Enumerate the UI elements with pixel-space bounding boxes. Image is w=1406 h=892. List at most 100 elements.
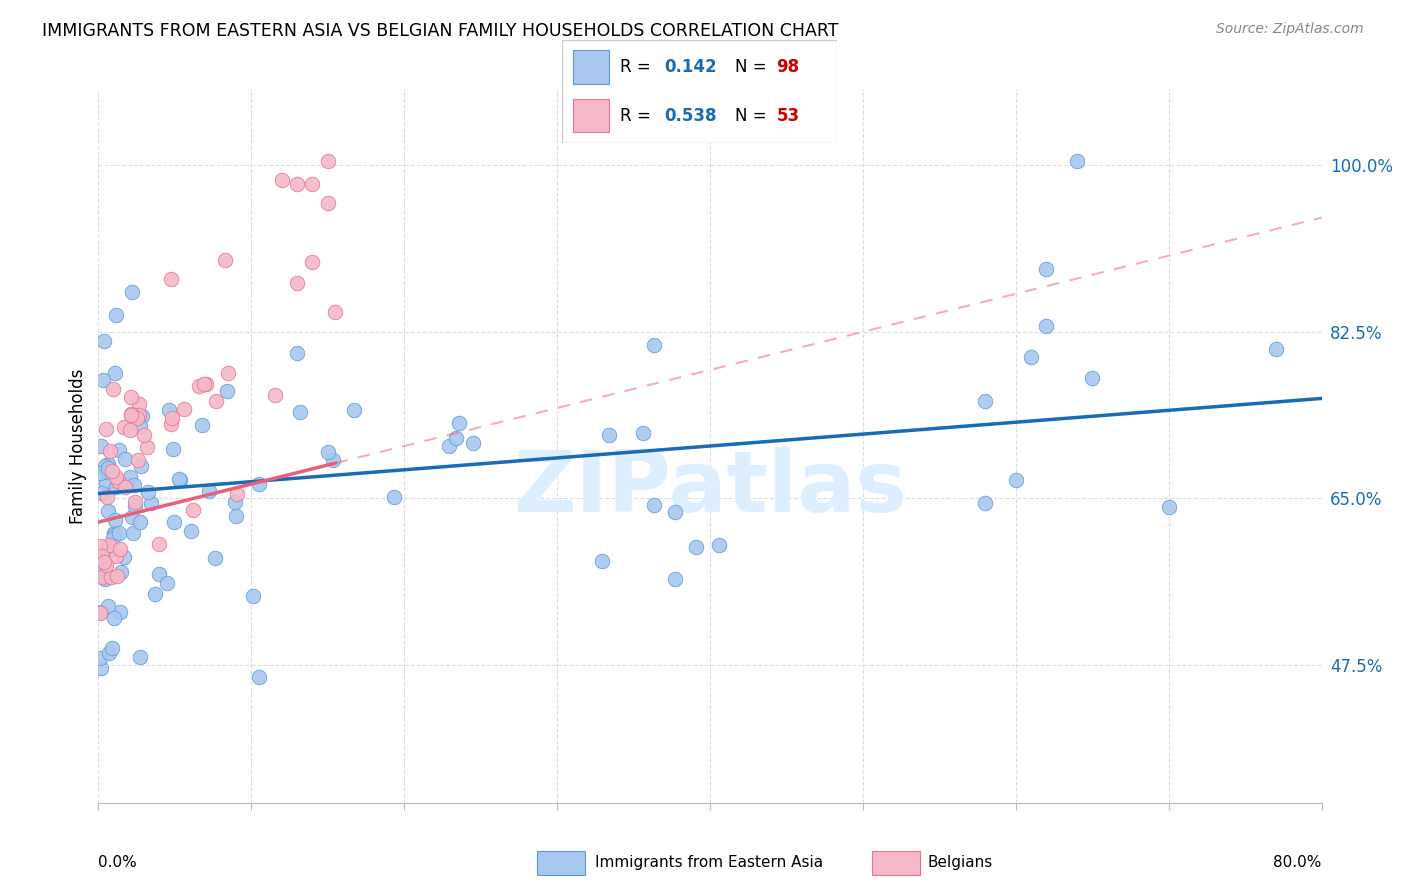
Point [104, 513, 127, 527]
Text: ZIPatlas: ZIPatlas [513, 447, 907, 531]
Point [103, 611, 125, 625]
Point [114, 480, 136, 494]
Text: 98: 98 [776, 58, 800, 76]
Point [449, 417, 471, 431]
Point [124, 500, 146, 514]
Point [104, 480, 127, 494]
Point [263, 388, 285, 402]
Point [90, 660, 112, 674]
Point [101, 531, 124, 545]
Point [1066, 153, 1088, 168]
Point [96, 490, 118, 504]
Point [439, 439, 461, 453]
Text: Immigrants from Eastern Asia: Immigrants from Eastern Asia [595, 855, 823, 870]
Point [97, 503, 120, 517]
Point [214, 253, 236, 268]
Text: Belgians: Belgians [928, 855, 993, 870]
Point [1264, 342, 1286, 356]
Point [107, 525, 129, 540]
Point [93, 555, 115, 569]
Point [101, 640, 124, 655]
Point [285, 345, 308, 359]
Point [127, 453, 149, 467]
Point [148, 566, 170, 581]
Point [93, 334, 115, 348]
Point [101, 382, 124, 396]
Point [97, 542, 120, 557]
Point [91, 373, 114, 387]
Point [97, 599, 120, 614]
Point [169, 472, 191, 486]
Point [98, 647, 121, 661]
Point [89, 650, 111, 665]
Point [242, 589, 264, 603]
Point [124, 478, 146, 492]
Point [124, 495, 146, 509]
FancyBboxPatch shape [562, 40, 837, 143]
Point [104, 366, 127, 380]
Point [105, 569, 128, 583]
Text: Source: ZipAtlas.com: Source: ZipAtlas.com [1216, 22, 1364, 37]
FancyBboxPatch shape [574, 99, 609, 132]
Point [120, 408, 142, 422]
Point [91, 569, 114, 583]
Point [128, 515, 150, 529]
Point [90, 486, 112, 500]
Point [322, 453, 344, 467]
Point [98, 443, 121, 458]
Point [157, 402, 180, 417]
Point [188, 378, 211, 392]
Point [204, 551, 226, 566]
Point [1157, 500, 1180, 514]
Point [91, 549, 114, 563]
Y-axis label: Family Households: Family Households [69, 368, 87, 524]
Point [247, 669, 270, 683]
Point [94, 572, 117, 586]
Point [148, 537, 170, 551]
Point [160, 411, 183, 425]
Point [90, 605, 112, 619]
Point [343, 403, 366, 417]
Point [1035, 319, 1057, 334]
Point [96, 571, 118, 585]
Point [446, 431, 468, 445]
Point [136, 440, 159, 454]
Point [285, 276, 308, 290]
Point [96, 475, 118, 490]
Point [97, 457, 120, 471]
Point [316, 153, 339, 168]
Point [131, 459, 153, 474]
Point [285, 177, 308, 191]
Point [120, 390, 142, 404]
Point [94, 558, 117, 573]
Text: 80.0%: 80.0% [1274, 855, 1322, 870]
Point [129, 649, 152, 664]
Text: R =: R = [620, 58, 657, 76]
Point [591, 554, 613, 568]
Point [89, 466, 111, 480]
Point [143, 587, 166, 601]
Point [156, 575, 179, 590]
Point [384, 490, 406, 504]
Point [316, 195, 339, 210]
Point [1019, 351, 1042, 365]
Point [1081, 371, 1104, 385]
Point [121, 285, 143, 299]
Point [96, 465, 118, 479]
Text: N =: N = [735, 107, 772, 125]
Point [90, 439, 112, 453]
Point [104, 549, 127, 564]
Point [598, 428, 620, 442]
Point [225, 508, 247, 523]
Point [114, 451, 136, 466]
Point [94, 421, 117, 435]
Point [118, 423, 141, 437]
Point [97, 461, 120, 475]
Point [108, 443, 131, 458]
Point [631, 425, 654, 440]
Point [105, 470, 128, 484]
Point [107, 475, 129, 489]
Point [94, 459, 117, 474]
Text: 0.142: 0.142 [664, 58, 717, 76]
Point [141, 495, 163, 509]
